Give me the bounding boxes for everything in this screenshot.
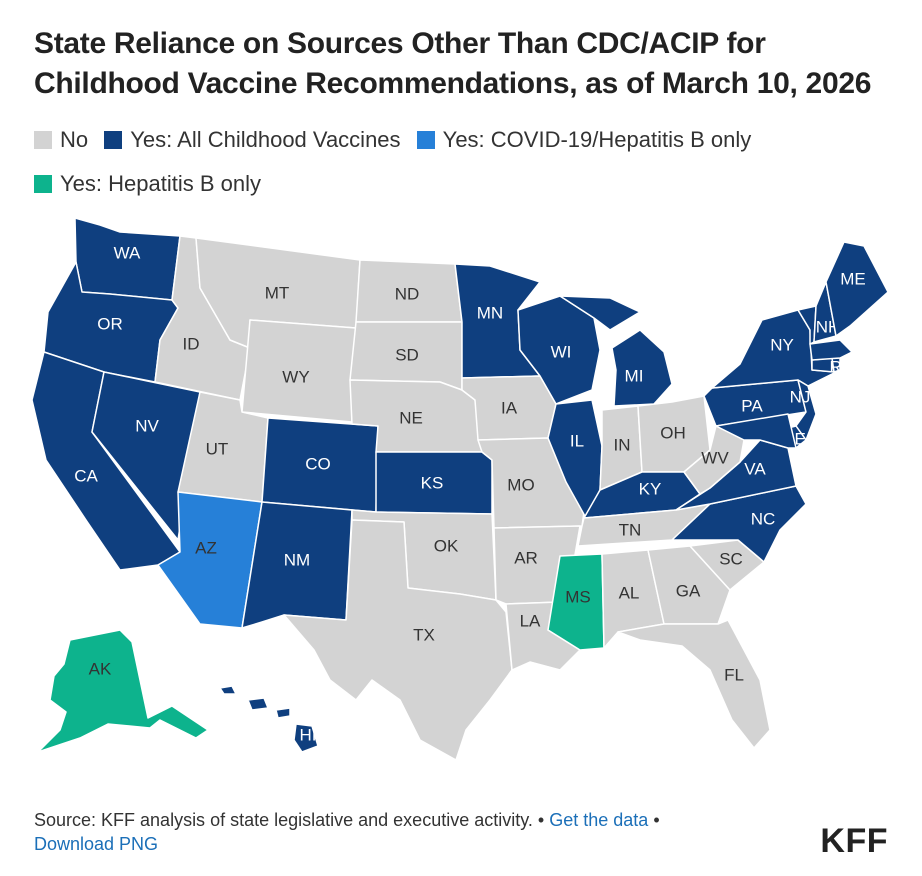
source-footer: Source: KFF analysis of state legislativ… bbox=[34, 808, 754, 856]
state-label-mo: MO bbox=[507, 475, 534, 494]
legend-label: No bbox=[60, 127, 89, 152]
state-label-ok: OK bbox=[434, 536, 459, 555]
legend: No Yes: All Childhood Vaccines Yes: COVI… bbox=[34, 118, 874, 206]
legend-swatch bbox=[34, 131, 52, 149]
state-nj[interactable]: NJ bbox=[790, 379, 817, 441]
state-label-ny: NY bbox=[770, 335, 794, 354]
state-label-ar: AR bbox=[514, 548, 538, 567]
state-label-ky: KY bbox=[639, 479, 662, 498]
state-al[interactable]: AL bbox=[601, 549, 665, 649]
state-mt[interactable]: MT bbox=[195, 237, 361, 349]
legend-swatch bbox=[34, 175, 52, 193]
state-label-mn: MN bbox=[477, 303, 503, 322]
state-label-il: IL bbox=[570, 431, 584, 450]
state-ri[interactable]: RI bbox=[830, 357, 847, 376]
state-label-me: ME bbox=[840, 269, 866, 288]
state-label-pa: PA bbox=[741, 396, 763, 415]
state-label-fl: FL bbox=[724, 665, 744, 684]
state-label-wa: WA bbox=[114, 243, 141, 262]
state-ga[interactable]: GA bbox=[647, 545, 731, 625]
state-label-ut: UT bbox=[206, 439, 229, 458]
state-label-nv: NV bbox=[135, 416, 159, 435]
state-wa[interactable]: WA bbox=[74, 217, 181, 301]
separator: • bbox=[653, 810, 660, 830]
source-text: Source: KFF analysis of state legislativ… bbox=[34, 810, 533, 830]
state-nm[interactable]: NM bbox=[241, 501, 353, 629]
state-label-ga: GA bbox=[676, 581, 701, 600]
state-ms[interactable]: MS bbox=[547, 553, 605, 651]
state-label-ak: AK bbox=[89, 659, 112, 678]
state-ma[interactable] bbox=[809, 339, 853, 361]
state-label-mi: MI bbox=[625, 366, 644, 385]
state-la[interactable]: LA bbox=[505, 601, 581, 671]
state-label-sc: SC bbox=[719, 549, 743, 568]
state-label-ia: IA bbox=[501, 398, 518, 417]
state-label-al: AL bbox=[619, 583, 640, 602]
state-label-va: VA bbox=[744, 459, 766, 478]
state-label-tn: TN bbox=[619, 520, 642, 539]
state-label-wv: WV bbox=[701, 448, 729, 467]
state-label-hi: HI bbox=[300, 725, 317, 744]
state-label-in: IN bbox=[614, 435, 631, 454]
download-png-link[interactable]: Download PNG bbox=[34, 834, 159, 854]
state-hi[interactable]: HI bbox=[219, 685, 319, 753]
state-fl[interactable]: FL bbox=[617, 619, 771, 749]
chart-title: State Reliance on Sources Other Than CDC… bbox=[34, 27, 872, 100]
state-label-co: CO bbox=[305, 454, 331, 473]
legend-label: Yes: COVID-19/Hepatitis B only bbox=[442, 127, 752, 152]
legend-swatch bbox=[416, 131, 435, 149]
legend-label: Yes: Hepatitis B only bbox=[60, 171, 261, 196]
state-label-ne: NE bbox=[399, 408, 423, 427]
state-label-nc: NC bbox=[751, 509, 776, 528]
state-label-ca: CA bbox=[74, 466, 98, 485]
state-ks[interactable]: KS bbox=[375, 451, 493, 515]
state-tx[interactable]: TX bbox=[283, 519, 513, 761]
separator: • bbox=[537, 810, 545, 830]
state-in[interactable]: IN bbox=[599, 405, 643, 491]
state-il[interactable]: IL bbox=[547, 399, 603, 519]
state-sd[interactable]: SD bbox=[349, 321, 463, 391]
legend-swatch bbox=[104, 131, 123, 149]
legend-item-covid: Yes: COVID-19/Hepatitis B only bbox=[416, 118, 752, 162]
state-label-mt: MT bbox=[265, 283, 290, 302]
legend-item-hepb: Yes: Hepatitis B only bbox=[34, 162, 261, 206]
state-label-nm: NM bbox=[284, 550, 310, 569]
state-ne[interactable]: NE bbox=[349, 379, 483, 453]
state-label-oh: OH bbox=[660, 423, 686, 442]
state-nd[interactable]: ND bbox=[355, 259, 463, 323]
state-label-wy: WY bbox=[282, 367, 309, 386]
state-tn[interactable]: TN bbox=[577, 503, 711, 547]
state-wy[interactable]: WY bbox=[241, 319, 357, 423]
state-mi[interactable]: MI bbox=[559, 295, 673, 407]
state-ak[interactable]: AK bbox=[37, 629, 209, 753]
state-vt[interactable] bbox=[797, 305, 817, 345]
get-data-link[interactable]: Get the data bbox=[549, 810, 649, 830]
kff-logo: KFF bbox=[820, 822, 888, 860]
state-me[interactable]: ME bbox=[825, 241, 889, 337]
state-md[interactable] bbox=[715, 413, 797, 449]
legend-label: Yes: All Childhood Vaccines bbox=[130, 127, 401, 152]
legend-item-all: Yes: All Childhood Vaccines bbox=[104, 118, 401, 162]
state-label-ks: KS bbox=[421, 473, 444, 492]
state-label-ms: MS bbox=[565, 587, 591, 606]
state-label-az: AZ bbox=[195, 538, 217, 557]
state-label-ri: RI bbox=[830, 357, 847, 376]
state-label-id: ID bbox=[183, 334, 200, 353]
state-wv[interactable]: WV bbox=[683, 425, 745, 495]
state-label-wi: WI bbox=[551, 342, 572, 361]
state-co[interactable]: CO bbox=[261, 417, 379, 513]
state-label-tx: TX bbox=[413, 625, 435, 644]
us-map: WA OR CA NV ID MT WY UT AZ CO NM ND SD N… bbox=[0, 200, 922, 780]
state-label-sd: SD bbox=[395, 345, 419, 364]
state-label-nd: ND bbox=[395, 284, 420, 303]
state-label-la: LA bbox=[520, 611, 541, 630]
state-label-nj: NJ bbox=[790, 387, 811, 406]
state-label-or: OR bbox=[97, 314, 123, 333]
legend-item-no: No bbox=[34, 118, 88, 162]
